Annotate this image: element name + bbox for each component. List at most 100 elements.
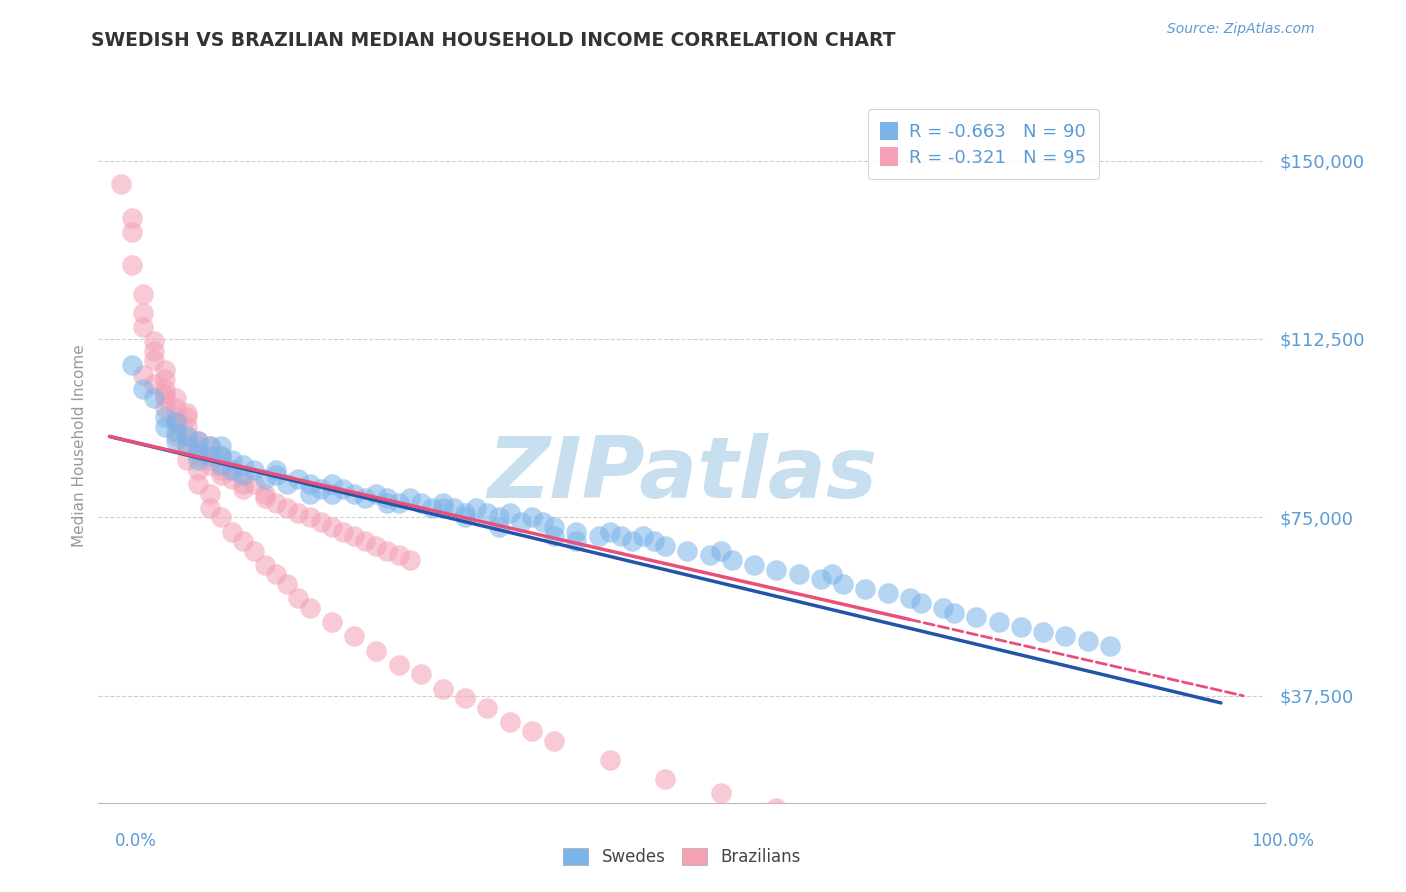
Point: [454, 506, 477, 520]
Point: [309, 515, 332, 529]
Point: [409, 667, 432, 681]
Text: 0.0%: 0.0%: [115, 832, 157, 850]
Point: [153, 363, 176, 377]
Point: [298, 510, 321, 524]
Point: [721, 553, 744, 567]
Point: [132, 368, 155, 382]
Point: [377, 491, 399, 506]
Point: [198, 486, 221, 500]
Point: [254, 491, 277, 506]
Point: [143, 377, 166, 392]
Point: [298, 477, 321, 491]
Point: [832, 577, 855, 591]
Point: [710, 543, 733, 558]
Point: [509, 515, 531, 529]
Point: [176, 453, 198, 467]
Point: [477, 506, 499, 520]
Point: [254, 472, 277, 486]
Point: [387, 657, 409, 672]
Point: [454, 510, 477, 524]
Point: [232, 467, 254, 482]
Point: [121, 258, 143, 272]
Point: [143, 392, 166, 406]
Point: [198, 453, 221, 467]
Point: [321, 615, 343, 629]
Point: [332, 482, 354, 496]
Point: [221, 463, 243, 477]
Point: [153, 372, 176, 386]
Point: [432, 500, 454, 515]
Point: [198, 458, 221, 472]
Point: [153, 410, 176, 425]
Point: [366, 486, 388, 500]
Point: [287, 506, 309, 520]
Point: [343, 486, 366, 500]
Point: [1209, 853, 1232, 867]
Point: [198, 439, 221, 453]
Point: [264, 496, 287, 510]
Point: [264, 567, 287, 582]
Point: [165, 401, 187, 415]
Point: [354, 534, 377, 549]
Point: [488, 510, 510, 524]
Point: [132, 286, 155, 301]
Point: [276, 500, 298, 515]
Point: [477, 700, 499, 714]
Point: [377, 543, 399, 558]
Point: [699, 549, 721, 563]
Point: [987, 615, 1010, 629]
Point: [876, 586, 898, 600]
Point: [165, 415, 187, 429]
Point: [121, 225, 143, 239]
Point: [321, 477, 343, 491]
Point: [143, 353, 166, 368]
Point: [176, 420, 198, 434]
Point: [209, 449, 232, 463]
Point: [121, 211, 143, 225]
Point: [1043, 843, 1066, 857]
Point: [176, 439, 198, 453]
Point: [420, 500, 443, 515]
Point: [165, 410, 187, 425]
Point: [321, 486, 343, 500]
Point: [110, 178, 132, 192]
Point: [343, 629, 366, 643]
Point: [787, 567, 810, 582]
Point: [565, 524, 588, 539]
Point: [187, 477, 209, 491]
Point: [387, 496, 409, 510]
Point: [565, 534, 588, 549]
Point: [243, 477, 266, 491]
Point: [121, 358, 143, 372]
Point: [143, 343, 166, 358]
Point: [209, 510, 232, 524]
Point: [987, 838, 1010, 853]
Point: [165, 415, 187, 429]
Point: [153, 382, 176, 396]
Point: [543, 529, 565, 543]
Text: Source: ZipAtlas.com: Source: ZipAtlas.com: [1167, 22, 1315, 37]
Point: [965, 610, 987, 624]
Point: [209, 439, 232, 453]
Point: [243, 543, 266, 558]
Point: [876, 820, 898, 834]
Point: [176, 410, 198, 425]
Text: ZIPatlas: ZIPatlas: [486, 433, 877, 516]
Point: [165, 392, 187, 406]
Point: [443, 500, 465, 515]
Point: [610, 529, 633, 543]
Point: [599, 753, 621, 767]
Point: [153, 401, 176, 415]
Point: [187, 453, 209, 467]
Point: [153, 420, 176, 434]
Point: [221, 472, 243, 486]
Point: [221, 463, 243, 477]
Point: [488, 520, 510, 534]
Point: [377, 496, 399, 510]
Point: [187, 449, 209, 463]
Point: [187, 439, 209, 453]
Point: [132, 382, 155, 396]
Point: [153, 392, 176, 406]
Point: [209, 449, 232, 463]
Point: [1032, 624, 1054, 639]
